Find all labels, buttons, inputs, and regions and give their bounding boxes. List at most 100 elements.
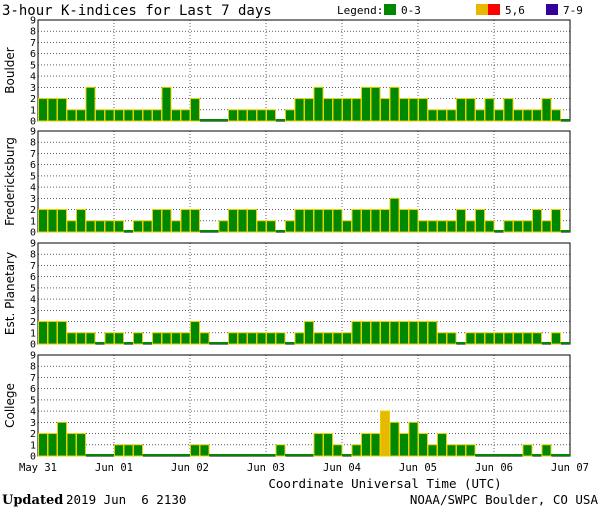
bar [285,109,295,122]
bar [266,454,276,456]
legend-swatch-3 [546,4,558,15]
bar [209,119,219,121]
bar [256,454,266,456]
bar [66,220,77,233]
bar [380,209,390,233]
y-tick-label: 3 [30,194,36,205]
bar [532,332,542,345]
bar [408,421,419,457]
bar [380,410,390,457]
credit-text: NOAA/SWPC Boulder, CO USA [410,492,599,507]
bar [218,220,229,233]
bar [494,230,504,232]
bar [465,444,476,457]
y-tick-label: 4 [30,295,36,306]
bar [494,109,504,122]
bar [560,230,570,232]
bar [475,109,485,122]
panel-frame [37,354,571,457]
legend-item-0: 0-3 [401,4,421,17]
bar [171,220,181,233]
bar [465,220,476,233]
y-tick-label: 9 [30,239,36,250]
bar [114,332,124,345]
bar [209,230,219,232]
y-tick-label: 7 [30,38,36,49]
bar [551,209,561,233]
bar [313,209,324,233]
bar [437,332,447,345]
bar [465,98,476,122]
bar [180,454,190,456]
bar [47,321,58,345]
bar [161,332,172,345]
y-tick-label: 7 [30,261,36,272]
y-tick-label: 8 [30,362,36,373]
bar [190,444,200,457]
bar [247,332,257,345]
bar [247,209,257,233]
bar [171,454,181,456]
bar [456,444,466,457]
bar [285,342,295,344]
bar [171,109,181,122]
bar [418,433,428,457]
y-tick-label: 1 [30,105,36,116]
bar [475,454,485,456]
bar [209,342,219,344]
bar [152,109,162,122]
bar [85,454,95,456]
bar [266,109,276,122]
bar [484,454,494,456]
y-tick-label: 3 [30,418,36,429]
station-label: College [3,383,17,428]
bar [541,444,552,457]
bar [57,421,67,457]
x-tick-label: Jun 03 [247,462,285,474]
bar [275,119,285,121]
bar [237,209,248,233]
bar [66,433,77,457]
y-tick-label: 4 [30,407,36,418]
bar [38,98,48,122]
bar [370,86,381,122]
bar [66,109,77,122]
bar [152,209,162,233]
bar [541,220,552,233]
bar [95,220,105,233]
bar [427,321,438,345]
bar [76,332,86,345]
bar [133,109,143,122]
y-tick-label: 1 [30,328,36,339]
bar [313,433,324,457]
bar [475,332,485,345]
bar [342,98,352,122]
bar [114,220,124,233]
bar [361,321,371,345]
bar [142,109,153,122]
bar [218,342,228,344]
bar [370,321,381,345]
bar [332,332,343,345]
y-tick-label: 1 [30,440,36,451]
x-tick-label: Jun 05 [399,462,437,474]
bar [361,209,371,233]
bar [304,209,314,233]
y-tick-label: 8 [30,138,36,149]
bar [560,454,570,456]
y-tick-label: 4 [30,72,36,83]
bar [484,220,495,233]
bar [332,98,343,122]
bar [199,119,209,121]
bar [161,209,172,233]
chart-panels: 0123456789Boulder0123456789Fredericksbur… [3,16,571,463]
bar [95,109,105,122]
updated-label: Updated [2,493,63,508]
y-tick-label: 5 [30,395,36,406]
y-tick-label: 3 [30,83,36,94]
bar [57,209,67,233]
bar [133,332,143,345]
bar [171,332,181,345]
bar [351,209,362,233]
bar [323,98,333,122]
